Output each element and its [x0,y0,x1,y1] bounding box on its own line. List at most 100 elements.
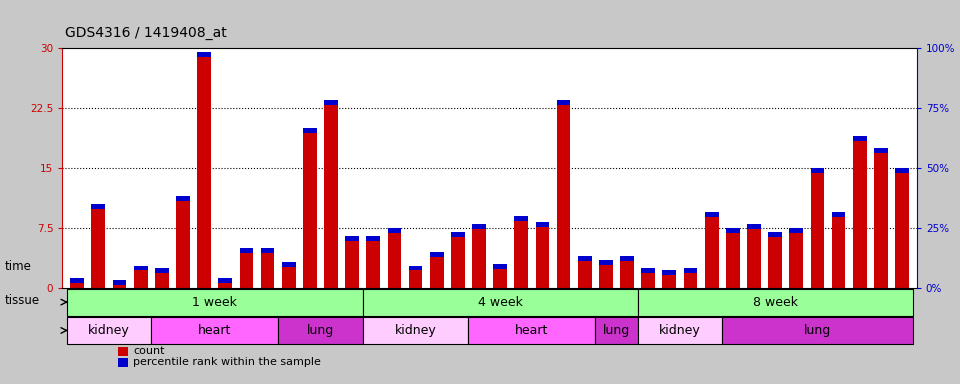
Bar [747,224,761,229]
Text: 8 week: 8 week [753,296,798,309]
Bar [747,224,761,288]
Bar [874,148,888,153]
Bar [118,347,129,356]
Bar [367,236,380,288]
Bar [430,252,444,257]
Bar [810,168,825,288]
Bar [662,270,676,288]
Bar [684,268,697,288]
Bar [282,262,296,267]
Bar [66,288,363,316]
Bar [324,100,338,288]
Bar [346,236,359,288]
Bar [620,256,634,288]
Bar [472,224,486,229]
Bar [239,248,253,253]
Bar [363,317,468,344]
Bar [91,204,106,288]
Bar [278,317,363,344]
Bar [91,204,106,209]
Bar [493,264,507,288]
Text: kidney: kidney [660,324,701,337]
Bar [133,266,148,288]
Bar [218,278,232,288]
Text: GDS4316 / 1419408_at: GDS4316 / 1419408_at [65,26,227,40]
Bar [768,232,782,237]
Bar [789,228,804,288]
Bar [726,228,740,233]
Bar [578,256,591,261]
Text: lung: lung [804,324,831,337]
Text: kidney: kidney [88,324,130,337]
Bar [155,268,169,288]
Bar [451,232,465,288]
Bar [578,256,591,288]
Bar [831,212,846,288]
Bar [66,317,152,344]
Bar [831,212,846,217]
Bar [493,264,507,269]
Text: time: time [5,260,32,273]
Bar [282,262,296,288]
Bar [430,252,444,288]
Bar [112,280,127,288]
Bar [409,266,422,288]
Bar [118,358,129,367]
Text: tissue: tissue [5,294,40,307]
Bar [197,52,211,57]
Bar [895,168,909,173]
Bar [595,317,637,344]
Bar [261,248,275,288]
Bar [684,268,697,273]
Bar [874,148,888,288]
Bar [641,268,655,273]
Bar [536,222,549,288]
Bar [451,232,465,237]
Bar [641,268,655,288]
Bar [155,268,169,273]
Bar [363,288,637,316]
Bar [599,260,612,288]
Bar [239,248,253,288]
Text: kidney: kidney [395,324,437,337]
Bar [367,236,380,241]
Bar [261,248,275,253]
Bar [722,317,913,344]
Bar [637,288,913,316]
Bar [303,128,317,133]
Text: 1 week: 1 week [192,296,237,309]
Text: 4 week: 4 week [478,296,522,309]
Bar [324,100,338,105]
Bar [620,256,634,261]
Bar [852,136,867,288]
Bar [705,212,718,288]
Bar [726,228,740,288]
Bar [152,317,278,344]
Bar [637,317,722,344]
Bar [176,196,190,201]
Text: count: count [133,346,165,356]
Bar [557,100,570,105]
Bar [388,228,401,233]
Bar [472,224,486,288]
Bar [768,232,782,288]
Bar [852,136,867,141]
Bar [218,278,232,283]
Bar [895,168,909,288]
Bar [112,280,127,285]
Text: heart: heart [198,324,231,337]
Bar [70,278,84,283]
Bar [176,196,190,288]
Bar [599,260,612,265]
Bar [468,317,595,344]
Text: heart: heart [516,324,548,337]
Text: percentile rank within the sample: percentile rank within the sample [133,357,322,367]
Bar [388,228,401,288]
Bar [705,212,718,217]
Bar [70,278,84,288]
Bar [662,270,676,275]
Text: lung: lung [603,324,630,337]
Bar [557,100,570,288]
Bar [133,266,148,270]
Bar [409,266,422,270]
